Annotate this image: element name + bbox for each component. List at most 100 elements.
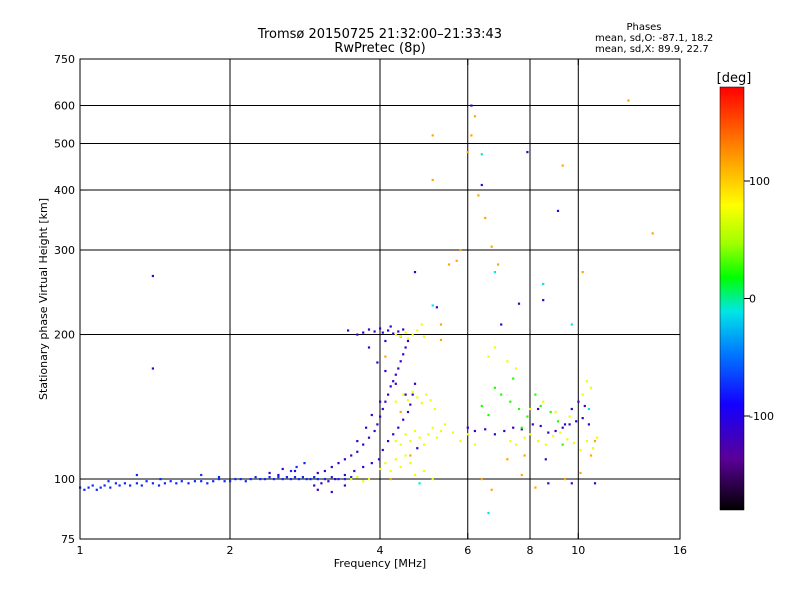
data-point	[402, 418, 405, 421]
colorbar-label: [deg]	[717, 71, 752, 86]
data-point	[377, 458, 381, 461]
data-point	[381, 448, 384, 452]
data-point	[362, 331, 365, 334]
data-point	[404, 331, 407, 334]
data-point	[406, 339, 410, 343]
data-point	[263, 478, 267, 481]
x-axis-label: Frequency [MHz]	[334, 557, 426, 570]
data-point	[534, 393, 537, 396]
data-point	[313, 476, 316, 479]
data-point	[151, 482, 154, 485]
data-point	[356, 450, 359, 453]
data-point	[493, 346, 496, 349]
data-point	[394, 333, 397, 336]
data-point	[129, 484, 132, 487]
data-point	[362, 443, 365, 446]
data-point	[520, 428, 523, 431]
y-tick-label: 100	[54, 473, 75, 486]
data-point	[114, 482, 117, 485]
data-point	[425, 393, 428, 396]
data-point	[379, 415, 382, 418]
phase-stats-x-mode: mean, sd,X: 89.9, 22.7	[595, 44, 709, 55]
data-point	[223, 480, 226, 483]
colorbar-tick-label: 0	[749, 293, 756, 306]
data-point	[473, 115, 476, 118]
y-tick-label: 200	[54, 329, 75, 342]
data-point	[539, 404, 542, 408]
data-point	[542, 282, 545, 286]
data-point	[416, 396, 419, 399]
data-point	[107, 480, 110, 483]
data-point	[433, 407, 436, 411]
data-point	[392, 433, 395, 436]
x-tick-label: 8	[527, 544, 534, 557]
data-point	[420, 323, 423, 326]
data-point	[466, 426, 469, 429]
data-point	[323, 478, 326, 481]
data-point	[413, 473, 417, 477]
data-point	[581, 417, 584, 420]
data-point	[373, 330, 376, 333]
data-point	[316, 471, 319, 475]
data-point	[277, 473, 280, 477]
data-point	[293, 469, 297, 473]
data-point	[217, 478, 221, 481]
data-point	[99, 486, 102, 489]
data-point	[175, 482, 178, 485]
data-point	[431, 426, 434, 429]
data-point	[394, 458, 397, 461]
data-point	[549, 410, 552, 414]
data-point	[350, 476, 353, 479]
data-point	[585, 440, 588, 443]
data-point	[109, 486, 112, 489]
data-point	[517, 407, 521, 411]
data-point	[285, 476, 288, 479]
data-point	[159, 478, 162, 481]
data-point	[87, 486, 90, 489]
data-point	[169, 480, 172, 483]
data-point	[529, 433, 532, 436]
data-point	[466, 151, 469, 154]
data-point	[517, 302, 521, 305]
data-point	[356, 440, 359, 443]
data-point	[556, 420, 560, 423]
data-point	[387, 440, 390, 443]
data-point	[579, 471, 582, 475]
data-point	[367, 478, 371, 481]
data-point	[506, 458, 509, 461]
x-tick-label: 10	[571, 544, 585, 557]
data-point	[431, 178, 434, 182]
data-point	[537, 440, 540, 443]
data-point	[249, 478, 252, 481]
data-point	[281, 478, 284, 481]
data-point	[268, 476, 271, 479]
data-point	[589, 454, 593, 457]
data-point	[585, 380, 588, 383]
colorbar-tick-label: 100	[749, 175, 770, 188]
data-point	[327, 480, 330, 483]
data-point	[303, 462, 306, 465]
data-point	[447, 263, 451, 266]
data-point	[239, 478, 242, 481]
data-point	[627, 99, 630, 102]
data-point	[370, 462, 373, 465]
data-point	[459, 440, 462, 443]
data-point	[431, 478, 434, 481]
data-point	[480, 153, 483, 156]
data-point	[480, 183, 483, 187]
y-tick-label: 500	[54, 138, 75, 151]
data-point	[389, 385, 392, 388]
x-tick-label: 1	[77, 544, 84, 557]
data-point	[413, 271, 417, 274]
data-point	[409, 440, 412, 443]
data-point	[397, 426, 400, 429]
data-point	[411, 390, 414, 393]
data-point	[429, 399, 432, 402]
data-point	[163, 482, 166, 485]
x-tick-label: 16	[673, 544, 687, 557]
data-point	[459, 249, 462, 252]
data-point	[103, 484, 106, 487]
data-point	[556, 209, 560, 212]
data-point	[593, 482, 597, 485]
data-point	[347, 329, 350, 332]
